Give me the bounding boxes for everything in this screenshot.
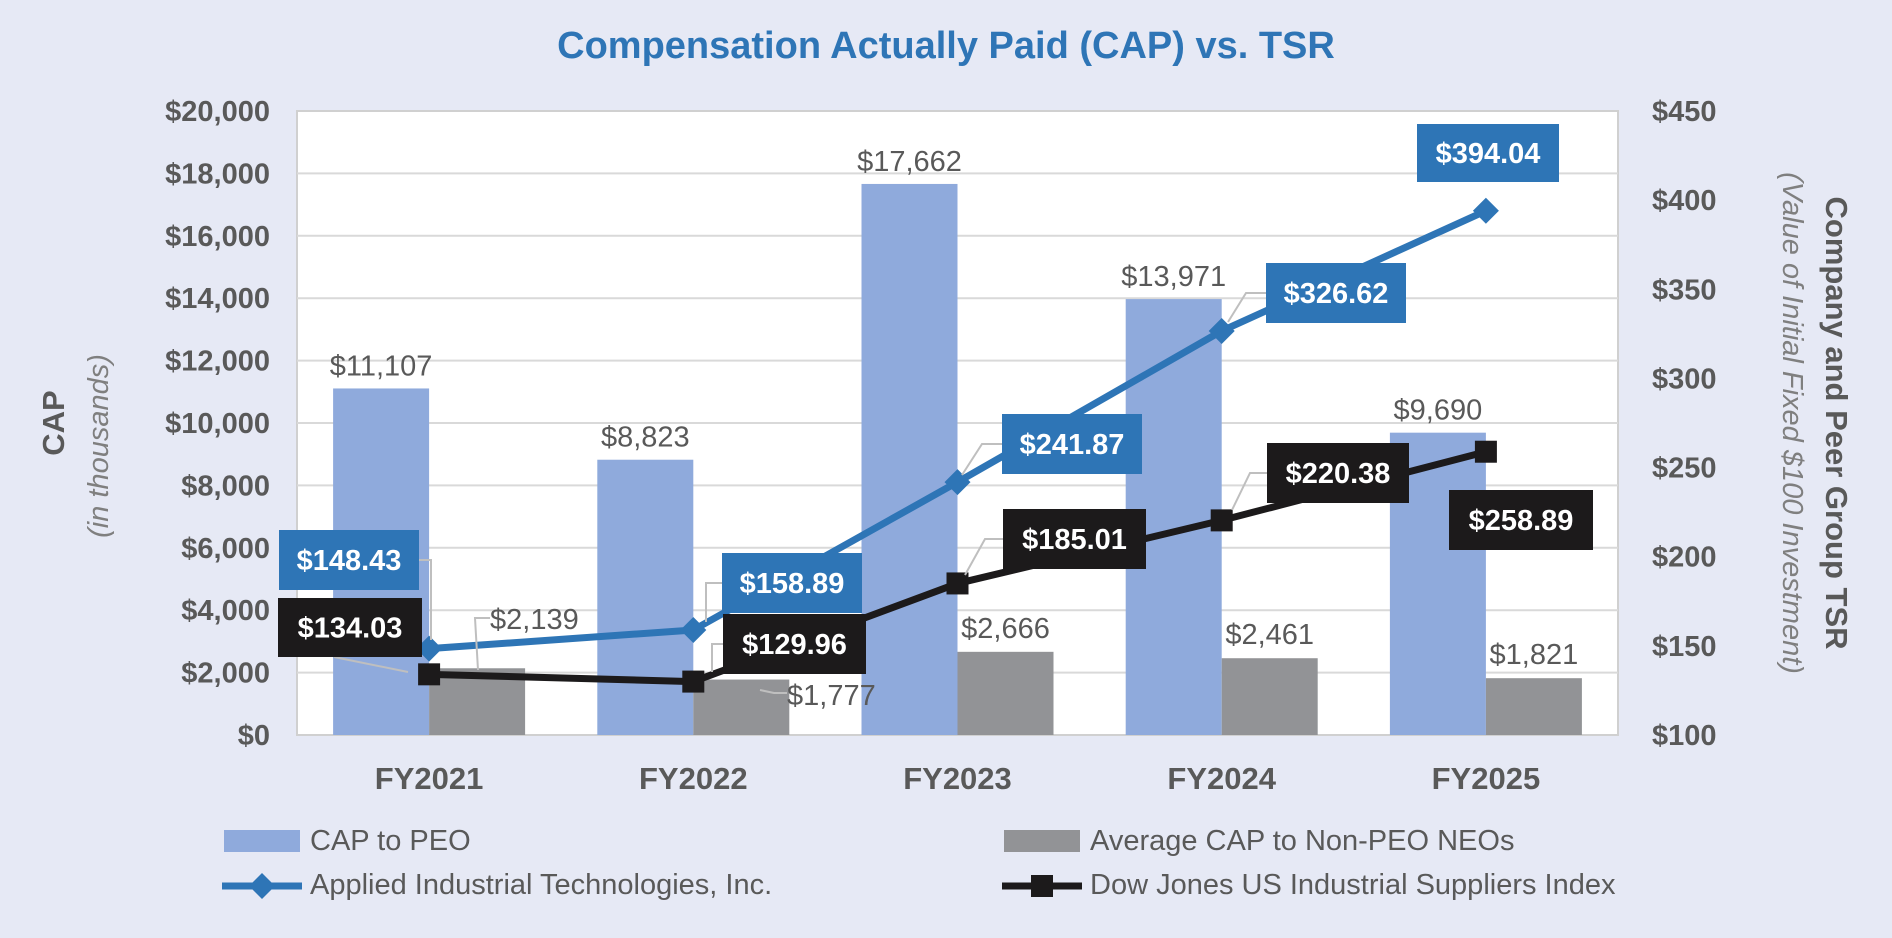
leader-line [961, 443, 1002, 476]
bar-avg-cap-non-peo [957, 651, 1054, 735]
bar-avg-cap-non-peo [1221, 658, 1318, 735]
marker-diamond [1472, 197, 1499, 224]
left-tick-label: $14,000 [165, 283, 270, 315]
bar-cap-to-peo [597, 459, 694, 735]
leader-line [419, 559, 432, 640]
tsr-label-box-index [1003, 509, 1146, 569]
bar-value-label: $1,821 [1490, 639, 1579, 671]
left-tick-label: $16,000 [165, 221, 270, 253]
leader-line [1227, 292, 1266, 323]
legend: CAP to PEO Average CAP to Non-PEO NEOs App… [222, 825, 1616, 901]
tsr-value-label: $220.38 [1286, 458, 1391, 490]
tsr-label-box-index [1267, 443, 1409, 503]
left-axis-title: CAP [36, 390, 71, 455]
axes: $0 $2,000 $4,000 $6,000 $8,000 $10,000 $12,000… [36, 96, 1854, 796]
left-tick-label: $6,000 [181, 533, 270, 565]
x-category-label: FY2025 [1432, 761, 1541, 796]
tsr-value-label: $129.96 [742, 629, 847, 661]
tsr-value-label: $394.04 [1436, 138, 1541, 170]
marker-diamond [1208, 317, 1235, 344]
bar-avg-cap-non-peo [693, 679, 790, 735]
legend-label-cap-non-peo: Average CAP to Non-PEO NEOs [1090, 825, 1514, 857]
bar-avg-cap-non-peo [1485, 678, 1582, 735]
left-tick-label: $0 [238, 720, 270, 752]
legend-marker-square [1031, 875, 1053, 897]
bar-value-label: $2,139 [490, 604, 579, 636]
bar-value-label: $2,461 [1225, 619, 1314, 651]
legend-label-company: Applied Industrial Technologies, Inc. [310, 869, 772, 901]
right-tick-label: $100 [1652, 720, 1717, 752]
marker-square [682, 670, 705, 693]
tsr-value-label: $258.89 [1469, 505, 1574, 537]
bar-value-label: $2,666 [961, 613, 1050, 645]
bar-value-label: $9,690 [1394, 395, 1483, 427]
right-tick-label: $300 [1652, 363, 1717, 395]
tsr-label-box-company [722, 553, 862, 613]
leader-line [705, 582, 722, 622]
marker-square [1210, 509, 1233, 532]
marker-diamond [416, 635, 443, 662]
right-tick-label: $200 [1652, 542, 1717, 574]
tsr-value-label: $326.62 [1284, 278, 1389, 310]
bar-value-label: $1,777 [787, 680, 876, 712]
x-category-label: FY2023 [903, 761, 1012, 796]
tsr-label-box-company [1002, 414, 1142, 474]
label-leader-lines [333, 292, 1267, 694]
marker-square [1474, 440, 1497, 463]
bar-value-label: $17,662 [857, 146, 962, 178]
tsr-value-label: $134.03 [298, 613, 403, 645]
bar-value-label: $8,823 [601, 422, 690, 454]
legend-swatch-cap-peo [224, 830, 300, 852]
right-axis-title: Company and Peer Group TSR [1819, 196, 1854, 649]
left-tick-label: $20,000 [165, 96, 270, 128]
tsr-label-box-index [1449, 490, 1593, 550]
right-axis-subtitle: (Value of Initial Fixed $100 Investment) [1776, 172, 1808, 674]
legend-label-index: Dow Jones US Industrial Suppliers Index [1090, 869, 1616, 901]
bar-value-label: $11,107 [330, 350, 433, 382]
tsr-label-box-index [278, 598, 422, 657]
leader-line [964, 538, 1003, 576]
tsr-value-label: $241.87 [1020, 429, 1125, 461]
tsr-label-box-index [723, 614, 866, 674]
data-labels: $11,107 $8,823 $17,662 $13,971 $9,690 $2,139 $… [278, 124, 1593, 712]
marker-diamond [680, 617, 707, 644]
leader-line [711, 643, 723, 672]
marker-diamond [944, 469, 971, 496]
left-tick-label: $12,000 [165, 346, 270, 378]
x-category-label: FY2024 [1167, 761, 1276, 796]
tsr-label-box-company [1417, 124, 1559, 182]
bar-cap-to-peo [861, 183, 958, 735]
left-tick-label: $2,000 [181, 658, 270, 690]
tsr-label-box-company [1266, 263, 1406, 323]
chart-title: Compensation Actually Paid (CAP) vs. TSR [557, 25, 1335, 67]
left-tick-label: $8,000 [181, 470, 270, 502]
marker-square [946, 572, 969, 595]
x-category-label: FY2022 [639, 761, 748, 796]
tsr-value-label: $158.89 [740, 568, 845, 600]
legend-label-cap-peo: CAP to PEO [310, 825, 471, 857]
tsr-value-label: $148.43 [297, 545, 402, 577]
leader-line [333, 656, 409, 673]
leader-line [1231, 472, 1267, 511]
right-tick-label: $400 [1652, 185, 1717, 217]
legend-marker-diamond [249, 873, 275, 899]
left-axis-subtitle: (in thousands) [83, 354, 115, 538]
tsr-label-box-company [279, 530, 419, 590]
tsr-value-label: $185.01 [1022, 524, 1127, 556]
marker-square [418, 663, 441, 686]
leader-line [473, 617, 490, 671]
right-tick-label: $250 [1652, 453, 1717, 485]
legend-swatch-cap-non-peo [1004, 830, 1080, 852]
right-tick-label: $450 [1652, 96, 1717, 128]
leader-line [759, 689, 787, 694]
x-category-label: FY2021 [375, 761, 484, 796]
right-tick-label: $350 [1652, 274, 1717, 306]
right-tick-label: $150 [1652, 631, 1717, 663]
bar-value-label: $13,971 [1121, 261, 1226, 293]
left-tick-label: $18,000 [165, 158, 270, 190]
left-tick-label: $10,000 [165, 408, 270, 440]
left-tick-label: $4,000 [181, 595, 270, 627]
